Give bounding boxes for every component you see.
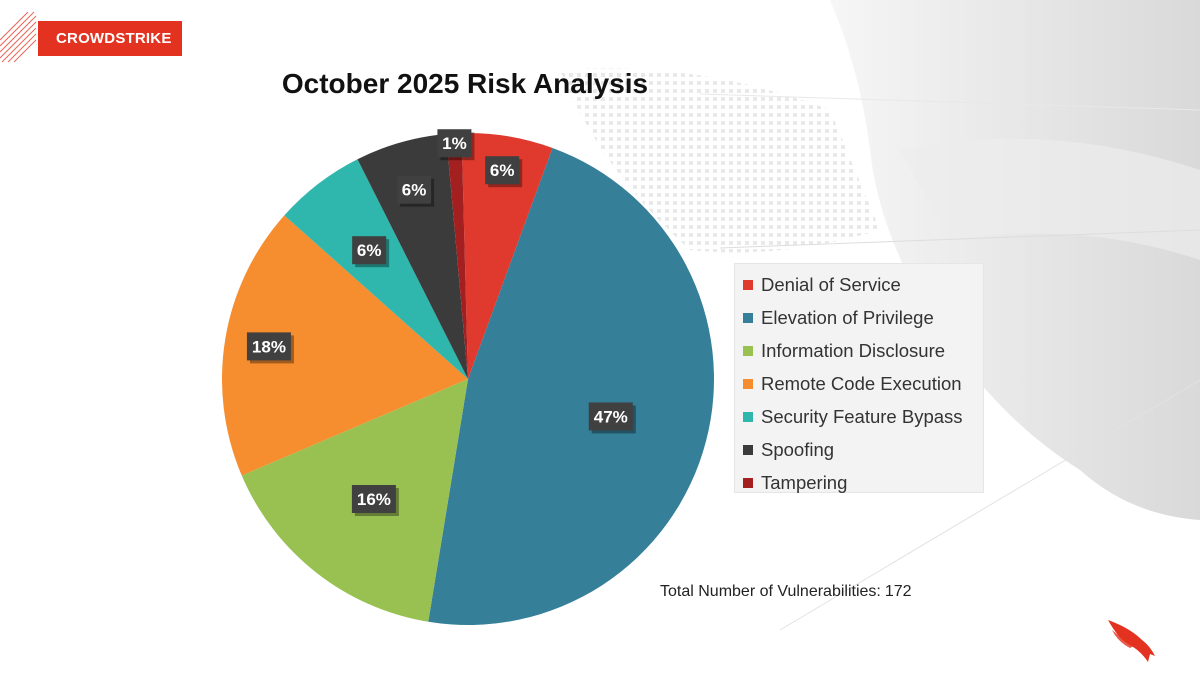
- legend-swatch: [743, 312, 753, 323]
- legend-swatch: [743, 444, 753, 455]
- svg-text:47%: 47%: [594, 407, 628, 426]
- legend-item-remote-code-execution: Remote Code Execution: [735, 367, 983, 400]
- svg-text:6%: 6%: [402, 181, 427, 200]
- legend-item-denial-of-service: Denial of Service: [735, 268, 983, 301]
- pie-slice-remote-code-execution: [221, 215, 468, 476]
- data-label-security-feature-bypass: 6%: [352, 236, 390, 268]
- logo-text: CROWDSTRIKE: [56, 30, 172, 47]
- legend-label: Security Feature Bypass: [761, 405, 963, 427]
- svg-text:6%: 6%: [490, 161, 515, 180]
- legend-swatch: [743, 345, 753, 356]
- legend-label: Spoofing: [761, 438, 835, 460]
- falcon-icon: [1108, 620, 1155, 662]
- legend-label: Tampering: [761, 471, 848, 493]
- data-label-elevation-of-privilege: 47%: [588, 402, 636, 434]
- total-vulnerabilities: Total Number of Vulnerabilities: 172: [660, 583, 912, 601]
- crowdstrike-logo: CROWDSTRIKE: [38, 21, 182, 56]
- svg-text:6%: 6%: [357, 241, 382, 260]
- svg-text:1%: 1%: [442, 134, 467, 153]
- legend-label: Remote Code Execution: [761, 372, 962, 394]
- pie-slice-denial-of-service: [461, 133, 553, 379]
- legend-item-tampering: Tampering: [735, 466, 983, 499]
- data-label-spoofing: 6%: [397, 175, 435, 207]
- chart-title: October 2025 Risk Analysis: [281, 68, 649, 99]
- pie-slice-spoofing: [357, 133, 468, 379]
- legend-item-information-disclosure: Information Disclosure: [735, 334, 983, 367]
- pie-slice-security-feature-bypass: [284, 159, 468, 379]
- pie-slice-elevation-of-privilege: [428, 147, 714, 625]
- total-label: Total Number of Vulnerabilities:: [660, 583, 881, 600]
- legend-label: Elevation of Privilege: [761, 306, 934, 328]
- chart-legend: Denial of Service Elevation of Privilege I…: [734, 263, 984, 493]
- data-label-tampering: 1%: [437, 129, 475, 161]
- hatch-pattern: [0, 11, 37, 63]
- data-label-remote-code-execution: 18%: [246, 332, 294, 364]
- legend-swatch: [743, 411, 753, 422]
- legend-swatch: [743, 279, 753, 290]
- legend-item-security-feature-bypass: Security Feature Bypass: [735, 400, 983, 433]
- legend-swatch: [743, 378, 753, 389]
- legend-item-spoofing: Spoofing: [735, 433, 983, 466]
- legend-label: Information Disclosure: [761, 339, 946, 361]
- legend-item-elevation-of-privilege: Elevation of Privilege: [735, 301, 983, 334]
- svg-text:16%: 16%: [357, 490, 391, 509]
- data-label-denial-of-service: 6%: [485, 156, 523, 188]
- pie-slice-tampering: [446, 133, 468, 379]
- total-value: 172: [884, 583, 912, 600]
- svg-text:18%: 18%: [252, 337, 286, 356]
- data-label-information-disclosure: 16%: [351, 485, 399, 517]
- legend-swatch: [743, 477, 753, 488]
- legend-label: Denial of Service: [761, 273, 901, 295]
